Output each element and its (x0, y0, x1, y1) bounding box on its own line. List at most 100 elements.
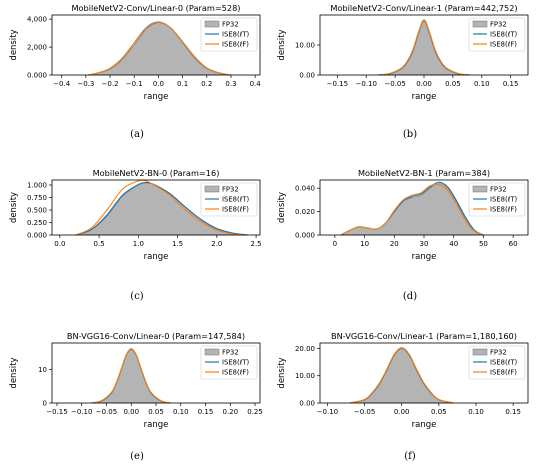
x-tick-label: 40 (449, 240, 458, 248)
y-tick-label: 0.750 (27, 194, 47, 202)
x-tick-label: 0.05 (431, 408, 447, 416)
legend-label: ISE8(ℓT) (222, 196, 250, 204)
y-axis-label: density (277, 357, 287, 388)
y-tick-label: 4,000 (27, 16, 47, 24)
y-axis-label: density (9, 357, 19, 388)
x-tick-label: −0.05 (384, 80, 405, 88)
chart-panel-c: MobileNetV2-BN-0 (Param=16) 0.0 0.5 1.0 1.5 2… (9, 168, 262, 302)
panel-caption: (a) (130, 129, 144, 140)
chart-panel-a: MobileNetV2-Conv/Linear-0 (Param=528) −0.… (9, 3, 261, 140)
legend-label: ISE8(ℓT) (490, 359, 518, 367)
x-tick-label: 0.00 (123, 408, 139, 416)
x-tick-label: −0.15 (327, 80, 348, 88)
x-tick-label: 0.3 (225, 80, 236, 88)
x-tick-label: 0.15 (505, 408, 521, 416)
legend-swatch-fp32 (472, 20, 488, 28)
legend: FP32 ISE8(ℓT) ISE8(ℓF) (468, 182, 526, 217)
legend-swatch-fp32 (204, 348, 220, 356)
y-tick-label: 0.250 (27, 219, 47, 227)
chart-title: MobileNetV2-BN-0 (Param=16) (93, 168, 220, 178)
y-axis-label: density (9, 29, 19, 60)
y-tick-label: 0.000 (295, 232, 315, 240)
y-tick-label: 0.00 (299, 400, 315, 408)
x-tick-label: 0.0 (153, 80, 164, 88)
x-tick-label: 1.0 (133, 240, 144, 248)
y-tick-label: 10 (38, 366, 47, 374)
x-tick-label: 2.0 (211, 240, 222, 248)
legend-label: ISE8(ℓF) (222, 41, 249, 49)
ise8-lf-density-line (349, 347, 454, 404)
x-tick-label: 0.15 (198, 408, 214, 416)
x-tick-label: −0.05 (354, 408, 375, 416)
x-axis-label: range (412, 420, 437, 430)
chart-panel-d: MobileNetV2-BN-1 (Param=384) 0 10 20 30 40 50 6… (277, 168, 529, 302)
legend-label: FP32 (490, 349, 507, 357)
chart-title: MobileNetV2-Conv/Linear-0 (Param=528) (71, 3, 240, 13)
legend: FP32 ISE8(ℓT) ISE8(ℓF) (200, 17, 258, 52)
x-tick-label: −0.10 (317, 408, 338, 416)
chart-panel-e: BN-VGG16-Conv/Linear-0 (Param=147,584) −0… (9, 331, 263, 462)
legend-label: ISE8(ℓT) (222, 31, 250, 39)
x-axis-label: range (412, 252, 437, 262)
x-tick-label: 20 (390, 240, 399, 248)
x-tick-label: 0.00 (394, 408, 410, 416)
legend-label: ISE8(ℓT) (490, 196, 518, 204)
x-tick-label: 60 (509, 240, 518, 248)
panel-caption: (e) (130, 451, 144, 462)
fp32-density-area (377, 20, 471, 76)
x-axis-label: range (144, 252, 169, 262)
y-axis-label: density (277, 192, 287, 223)
y-tick-label: 20.00 (295, 345, 315, 353)
chart-title: BN-VGG16-Conv/Linear-0 (Param=147,584) (67, 331, 245, 341)
legend-label: FP32 (222, 21, 239, 29)
legend: FP32 ISE8(ℓT) ISE8(ℓF) (468, 17, 526, 52)
x-tick-label: 0.10 (474, 80, 490, 88)
x-tick-label: 0.05 (148, 408, 164, 416)
x-tick-label: 0.10 (468, 408, 484, 416)
x-axis-label: range (144, 92, 169, 102)
x-tick-label: 0.10 (173, 408, 189, 416)
y-axis-label: density (277, 29, 287, 60)
legend-swatch-fp32 (472, 185, 488, 193)
legend-swatch-fp32 (204, 185, 220, 193)
legend-label: ISE8(ℓF) (490, 369, 517, 377)
panel-caption: (f) (404, 451, 416, 462)
x-axis-label: range (144, 420, 169, 430)
x-tick-label: 0.2 (201, 80, 212, 88)
legend-label: FP32 (490, 186, 507, 194)
chart-title: BN-VGG16-Conv/Linear-1 (Param=1,180,160) (331, 331, 517, 341)
x-tick-label: −0.4 (53, 80, 71, 88)
x-tick-label: 1.5 (172, 240, 183, 248)
x-tick-label: 0.15 (503, 80, 519, 88)
panel-caption: (b) (403, 129, 417, 140)
panel-caption: (d) (403, 291, 417, 302)
plot-frame (51, 179, 261, 236)
legend-label: FP32 (222, 349, 239, 357)
y-tick-label: 0.020 (295, 208, 315, 216)
y-tick-label: 2,000 (27, 44, 47, 52)
legend: FP32 ISE8(ℓT) ISE8(ℓF) (200, 182, 258, 217)
x-tick-label: −0.05 (96, 408, 117, 416)
ise8-lf-density-line (91, 348, 171, 404)
fp32-density-area (349, 348, 454, 404)
x-tick-label: 0.05 (445, 80, 461, 88)
x-tick-label: 30 (420, 240, 429, 248)
x-tick-label: 0.25 (247, 408, 263, 416)
x-tick-label: 0.20 (222, 408, 238, 416)
y-tick-label: 0.00 (299, 72, 315, 80)
y-tick-label: 10.00 (295, 42, 315, 50)
legend-swatch-fp32 (472, 348, 488, 356)
y-tick-label: 10.00 (295, 372, 315, 380)
plot-frame (51, 14, 261, 76)
ise8-lf-density-line (377, 19, 471, 76)
chart-title: MobileNetV2-Conv/Linear-1 (Param=442,752… (330, 3, 517, 13)
x-tick-label: 0.0 (54, 240, 65, 248)
chart-title: MobileNetV2-BN-1 (Param=384) (358, 168, 490, 178)
x-tick-label: −0.2 (102, 80, 119, 88)
legend-label: FP32 (222, 186, 239, 194)
legend-label: ISE8(ℓT) (222, 359, 250, 367)
legend-label: ISE8(ℓT) (490, 31, 518, 39)
x-tick-label: 50 (479, 240, 488, 248)
x-tick-label: −0.3 (77, 80, 94, 88)
